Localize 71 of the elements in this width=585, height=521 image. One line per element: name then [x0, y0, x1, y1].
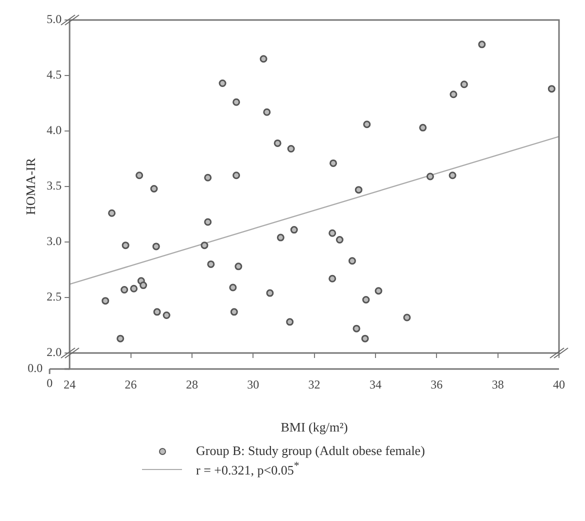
legend-label: r = +0.321, p<0.05$^{*}$	[196, 460, 300, 478]
point	[234, 262, 242, 270]
point	[348, 257, 356, 265]
point	[450, 90, 458, 98]
point	[200, 242, 208, 250]
text: 0	[46, 376, 53, 390]
x-tick-label: 38	[492, 377, 504, 392]
y-tick-label: 5.0	[46, 12, 62, 26]
y-tick-label: 2.0	[46, 345, 62, 360]
text: 0.0	[28, 361, 43, 376]
point	[290, 226, 298, 234]
point	[419, 124, 427, 132]
point	[162, 312, 170, 320]
point	[426, 172, 434, 180]
point	[363, 120, 371, 128]
point	[140, 282, 148, 290]
x-tick-label: 26	[124, 377, 137, 392]
point	[230, 308, 238, 316]
point	[150, 184, 158, 192]
point	[276, 234, 284, 242]
x-tick-label: 30	[247, 377, 260, 392]
point	[362, 296, 370, 304]
point	[229, 284, 237, 292]
point	[204, 174, 212, 182]
x-tick-label: 24	[64, 377, 76, 392]
point	[286, 318, 294, 326]
x-axis-title: BMI (kg/m²)	[280, 420, 348, 435]
y-tick-label: 3.0	[46, 234, 62, 248]
point	[274, 139, 282, 147]
point	[287, 145, 295, 153]
point	[548, 85, 556, 93]
x-tick-label: 32	[308, 377, 320, 392]
point	[330, 159, 338, 167]
point	[336, 236, 344, 244]
x-tick-label: 36	[430, 377, 443, 392]
point	[354, 186, 362, 194]
point	[218, 80, 226, 88]
point	[204, 218, 212, 226]
point	[374, 287, 382, 295]
point	[460, 80, 468, 88]
point	[153, 308, 161, 316]
point	[232, 98, 240, 106]
x-tick-label: 28	[186, 377, 198, 392]
legend-label: Group B: Study group (Adult obese female)	[196, 443, 425, 459]
point	[207, 260, 215, 268]
point	[102, 297, 110, 305]
point	[122, 242, 130, 250]
point	[136, 172, 144, 180]
point	[328, 274, 336, 282]
point	[263, 108, 271, 116]
point	[260, 55, 268, 63]
point	[361, 334, 369, 342]
point	[152, 242, 160, 250]
y-tick-label: 2.5	[46, 290, 62, 304]
point	[403, 314, 411, 322]
point	[448, 172, 456, 180]
x-tick-label: 34	[369, 377, 382, 392]
y-tick-label: 4.0	[46, 123, 62, 138]
point	[120, 286, 128, 294]
point	[130, 284, 138, 292]
point	[108, 209, 116, 217]
y-axis-title: HOMA-IR	[23, 158, 38, 216]
point	[232, 172, 240, 180]
point	[328, 229, 336, 237]
point	[266, 289, 274, 297]
y-tick-label: 3.5	[46, 178, 62, 193]
y-tick-label: 4.5	[46, 68, 62, 82]
x-tick-label: 40	[553, 377, 565, 392]
point	[352, 324, 360, 332]
point	[116, 334, 124, 342]
point	[478, 40, 486, 48]
